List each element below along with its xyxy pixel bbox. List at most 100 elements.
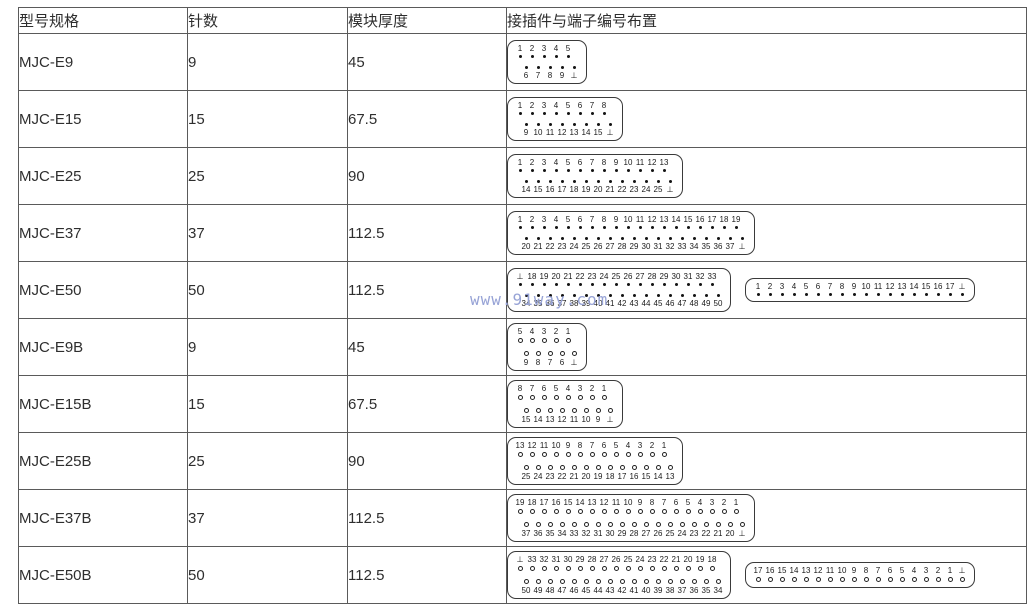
pin-dot-icon	[536, 237, 540, 240]
pin-count-cell: 37	[187, 489, 348, 547]
pin: 43	[604, 577, 616, 595]
pin-diagram: 19 18 17 16 15 14 13 12 11 10 9 8 7 6 5 4 3 2 1 37 36 35 34 33 3…	[507, 494, 755, 542]
pin: 2	[526, 215, 538, 231]
pin: ⊥	[514, 272, 526, 288]
pin-label: 17	[539, 498, 549, 507]
pin-label: 4	[553, 215, 559, 224]
table-body: MJC-E9 9 45 1 2 3 4 5 6 7 8 9 ⊥ MJC-E15 15 67.5 1 2 3 4 5 6 7 8…	[18, 33, 1027, 604]
pin-socket-icon	[827, 577, 833, 582]
pin-dot-icon	[578, 112, 582, 115]
pin-label: 35	[701, 242, 711, 251]
pin-socket-icon	[595, 522, 601, 527]
pin-label: 1	[565, 327, 571, 336]
pin-label: 22	[617, 185, 627, 194]
pin: 30	[670, 272, 682, 288]
pin-label: 44	[641, 299, 651, 308]
pin: 48	[688, 292, 700, 308]
pin: 37	[676, 577, 688, 595]
pin-socket-icon	[529, 395, 535, 400]
pin-socket-icon	[571, 522, 577, 527]
pin: 19	[580, 178, 592, 194]
pin-socket-icon	[541, 509, 547, 514]
pin: 3	[706, 498, 718, 516]
pin-socket-icon	[661, 566, 667, 571]
pin: 1	[730, 498, 742, 516]
pin: 44	[592, 577, 604, 595]
pin-label: 20	[593, 185, 603, 194]
pin: 6	[670, 498, 682, 516]
pin: 33	[706, 272, 718, 288]
pin-label: 37	[677, 586, 687, 595]
pin: 24	[568, 235, 580, 251]
pin-dot-icon	[572, 294, 576, 297]
pin: 39	[580, 292, 592, 308]
pin-label: 34	[689, 242, 699, 251]
pin-label: 16	[551, 498, 561, 507]
pin-label: ⊥	[606, 128, 614, 137]
pin-label: 9	[565, 441, 571, 450]
header-pin-layout-label: 接插件与端子编号布置	[507, 13, 658, 30]
pin-label: 7	[589, 215, 595, 224]
model-cell: MJC-E37B	[18, 489, 188, 547]
pin-row: 1 2 3 4 5 6 7 8 9 10 11 12 13	[514, 158, 676, 174]
pin-label: 4	[565, 384, 571, 393]
pin-label: 30	[671, 272, 681, 281]
pin-label: 6	[541, 384, 547, 393]
pin-label: 15	[563, 498, 573, 507]
pin: ⊥	[514, 555, 526, 573]
pin-label: 22	[557, 472, 567, 481]
pin-label: 15	[777, 566, 787, 575]
pin-label: 5	[517, 327, 523, 336]
pin: 43	[628, 292, 640, 308]
pin: 12	[812, 566, 824, 584]
pin: 35	[532, 292, 544, 308]
pin-label: 4	[791, 282, 797, 291]
pin: 5	[896, 566, 908, 584]
pin: 3	[538, 215, 550, 231]
pin: 28	[616, 235, 628, 251]
pin-label: 28	[587, 555, 597, 564]
pin-dot-icon	[530, 169, 534, 172]
pin-label: 4	[529, 327, 535, 336]
pin-socket-icon	[755, 577, 761, 582]
pin-label: 15	[683, 215, 693, 224]
pin-dot-icon	[876, 293, 880, 296]
pin-label: 23	[545, 472, 555, 481]
pin-dot-icon	[608, 237, 612, 240]
pin-label: 20	[521, 242, 531, 251]
pin: 6	[598, 441, 610, 459]
pin: 3	[538, 158, 550, 174]
pin-socket-icon	[547, 522, 553, 527]
pin: 26	[652, 520, 664, 538]
pin-label: 2	[529, 101, 535, 110]
pin-dot-icon	[566, 169, 570, 172]
pin-label: 12	[885, 282, 895, 291]
pin-row: 17 16 15 14 13 12 11 10 9 8 7 6 5 4 3 2 1 ⊥	[752, 566, 968, 584]
pin: 10	[836, 566, 848, 584]
pin-dot-icon	[756, 293, 760, 296]
pin: 20	[550, 272, 562, 288]
pin-dot-icon	[596, 123, 600, 126]
pin-socket-icon	[577, 566, 583, 571]
pin-socket-icon	[649, 566, 655, 571]
pin: 18	[718, 215, 730, 231]
pin-label: 12	[813, 566, 823, 575]
pin-label: 1	[755, 282, 761, 291]
pin: 45	[580, 577, 592, 595]
pin: 28	[628, 520, 640, 538]
pin-socket-icon	[703, 579, 709, 584]
pin: 49	[532, 577, 544, 595]
pin-label: ⊥	[958, 566, 966, 575]
pin: 7	[526, 384, 538, 402]
pin-dot-icon	[960, 293, 964, 296]
pin: 6	[884, 566, 896, 584]
pin-row: ⊥ 33 32 31 30 29 28 27 26 25 24 23 22 21 20 19 18	[514, 555, 724, 573]
pin-dot-icon	[518, 283, 522, 286]
pin-socket-icon	[715, 522, 721, 527]
pin: 11	[634, 215, 646, 231]
pin-label: 5	[613, 441, 619, 450]
pin: 45	[652, 292, 664, 308]
pin-dot-icon	[524, 294, 528, 297]
pin-socket-icon	[553, 452, 559, 457]
pin: 36	[688, 577, 700, 595]
